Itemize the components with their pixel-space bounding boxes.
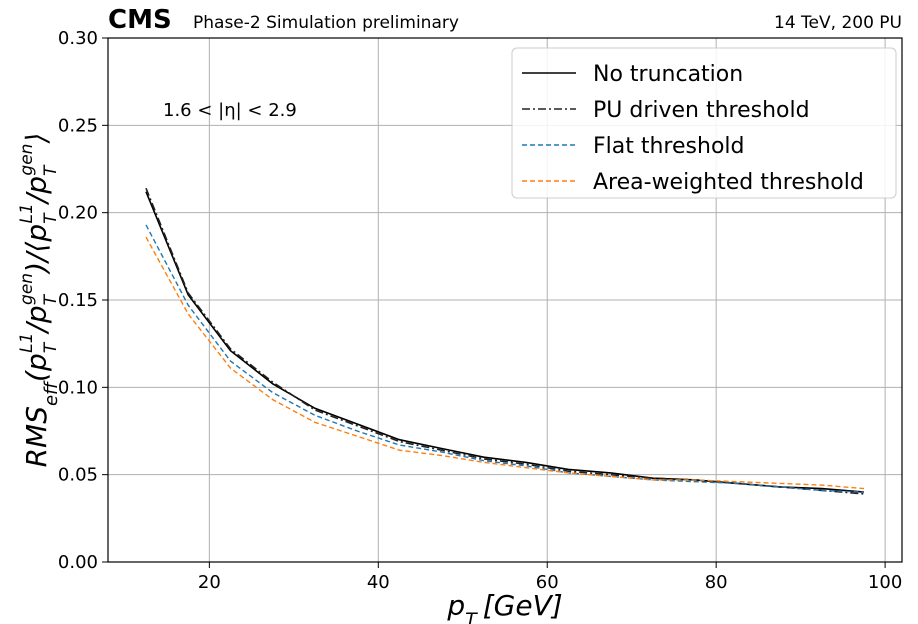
- experiment-label: CMS: [108, 5, 172, 35]
- series-line-2: [145, 187, 865, 495]
- x-tick-label: 40: [367, 572, 390, 593]
- x-tick-label: 60: [536, 572, 559, 593]
- legend-box: [511, 47, 897, 199]
- conditions-label: 14 TeV, 200 PU: [774, 13, 902, 33]
- legend-label: Flat threshold: [593, 134, 744, 159]
- legend: No truncation PU driven threshold Flat thr…: [511, 47, 897, 199]
- y-tick-label: 0.20: [58, 203, 98, 224]
- y-tick-label: 0.25: [58, 115, 98, 136]
- series-line-4: [145, 236, 865, 490]
- series-line-1: [145, 191, 865, 493]
- legend-label: PU driven threshold: [593, 98, 810, 123]
- y-axis-title: RMSeff(pTL1/pTgen)/⟨pTL1/pTgen⟩: [17, 133, 62, 468]
- y-tick-label: 0.15: [58, 290, 98, 311]
- legend-label: No truncation: [593, 62, 743, 87]
- legend-label: Area-weighted threshold: [593, 170, 864, 195]
- series-line-3: [145, 224, 865, 493]
- x-tick-label: 20: [198, 572, 221, 593]
- y-tick-label: 0.10: [58, 377, 98, 398]
- x-tick-label: 80: [705, 572, 728, 593]
- y-tick-label: 0.05: [58, 465, 98, 486]
- ticks: 20 40 60 80 100 0.00 0.05 0.10 0.15 0.20 0.25 0.30: [58, 28, 902, 593]
- y-tick-label: 0.00: [58, 552, 98, 573]
- svg-text:RMSeff(pTL1/pTgen)/⟨pTL1/pTgen: RMSeff(pTL1/pTgen)/⟨pTL1/pTgen⟩: [17, 133, 62, 468]
- series-group: [145, 187, 865, 495]
- x-tick-label: 100: [868, 572, 902, 593]
- x-axis-title: pT [GeV]: [446, 589, 562, 624]
- status-label: Phase-2 Simulation preliminary: [193, 13, 459, 33]
- eta-annotation: 1.6 < |η| < 2.9: [163, 100, 297, 121]
- y-tick-label: 0.30: [58, 28, 98, 49]
